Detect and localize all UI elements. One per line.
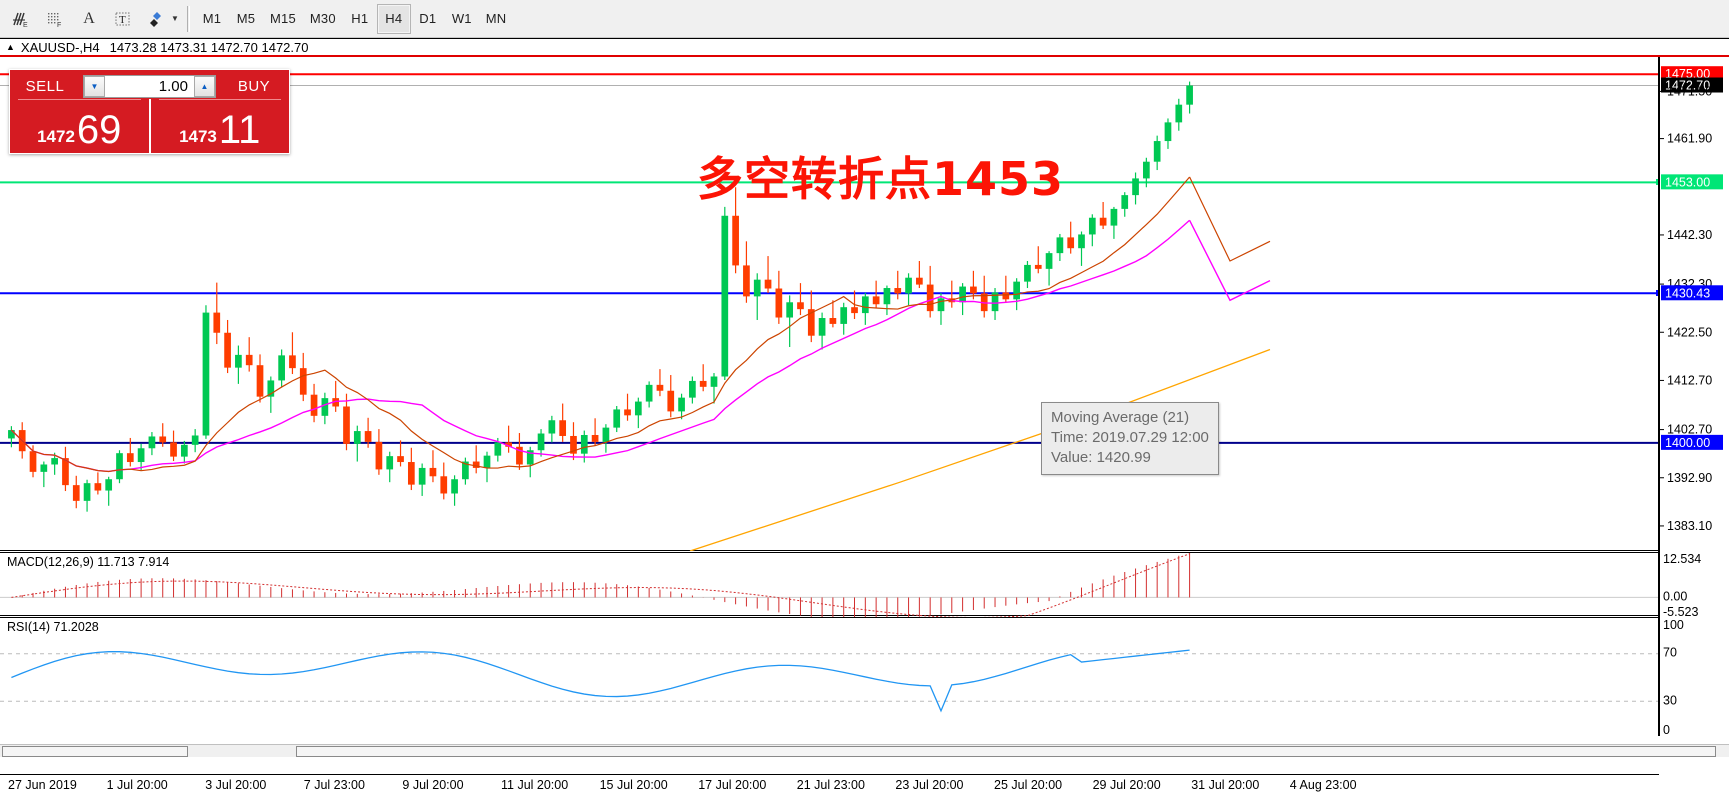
volume-up-icon[interactable]: ▲ [194, 75, 215, 97]
price-axis[interactable]: 1475.00 1472.70 1471.50 1461.90 1453.00 1442.… [1659, 57, 1729, 736]
buy-divider [158, 99, 281, 100]
timeframe-h1[interactable]: H1 [351, 11, 369, 26]
macd-pane[interactable]: MACD(12,26,9) 11.713 7.914 [0, 552, 1658, 617]
timeframe-mn[interactable]: MN [485, 11, 507, 26]
svg-text:0: 0 [1663, 723, 1670, 736]
svg-text:1471.50: 1471.50 [1667, 84, 1712, 98]
collapse-triangle-icon[interactable]: ▲ [6, 42, 15, 52]
time-axis-label: 31 Jul 20:00 [1191, 778, 1260, 792]
svg-text:0.00: 0.00 [1663, 589, 1687, 603]
svg-text:1430.43: 1430.43 [1665, 286, 1710, 300]
timeframe-m1[interactable]: M1 [202, 11, 222, 26]
symbol-bar: ▲ XAUUSD-,H4 1473.28 1473.31 1472.70 147… [0, 39, 1729, 57]
buy-price-pips: 11 [218, 108, 261, 152]
plot-area[interactable]: MACD(12,26,9) 11.713 7.914 RSI(14) 71.20… [0, 57, 1659, 736]
time-axis-label: 27 Jun 2019 [8, 778, 77, 792]
svg-text:-5.523: -5.523 [1663, 605, 1698, 619]
tooltip-value: Value: 1420.99 [1051, 449, 1151, 466]
toolbar-separator [187, 5, 190, 32]
macd-label: MACD(12,26,9) 11.713 7.914 [5, 555, 172, 569]
svg-text:1461.90: 1461.90 [1667, 132, 1712, 146]
sell-button[interactable]: 1472 69 [10, 99, 149, 153]
price-pane[interactable] [0, 57, 1658, 551]
svg-text:1442.30: 1442.30 [1667, 228, 1712, 242]
chart-scrollbar-thumb-left[interactable] [2, 746, 188, 757]
timeframe-w1[interactable]: W1 [451, 11, 472, 26]
volume-stepper[interactable]: ▼ 1.00 ▲ [83, 74, 216, 98]
time-axis-label: 25 Jul 20:00 [994, 778, 1063, 792]
hline-anchor-handle[interactable] [1656, 290, 1658, 297]
rsi-pane[interactable]: RSI(14) 71.2028 [0, 617, 1658, 736]
time-axis-label: 21 Jul 23:00 [796, 778, 865, 792]
chart-annotation-text[interactable]: 多空转折点1453 [697, 152, 1065, 206]
time-axis-label: 15 Jul 20:00 [599, 778, 668, 792]
main-toolbar: E F A T ▼ M1 [0, 0, 1729, 38]
macd-canvas [0, 553, 1658, 617]
time-axis-label: 9 Jul 20:00 [402, 778, 464, 792]
objects-icon[interactable] [140, 3, 174, 35]
grid-toggle-icon[interactable]: F [38, 3, 72, 35]
svg-text:1400.00: 1400.00 [1665, 436, 1710, 450]
tooltip-time: Time: 2019.07.29 12:00 [1051, 429, 1209, 446]
sell-price-pips: 69 [76, 108, 122, 152]
time-axis-label: 4 Aug 23:00 [1289, 778, 1357, 792]
svg-text:1402.70: 1402.70 [1667, 423, 1712, 437]
symbol-name: XAUUSD-,H4 [20, 39, 100, 55]
rsi-canvas [0, 649, 1658, 713]
svg-text:30: 30 [1663, 693, 1677, 707]
svg-text:70: 70 [1663, 646, 1677, 660]
text-label-icon[interactable]: A [83, 9, 95, 27]
svg-text:E: E [23, 22, 28, 29]
timeframe-d1[interactable]: D1 [419, 11, 437, 26]
time-axis-label: 7 Jul 23:00 [303, 778, 365, 792]
chart-window: ▲ XAUUSD-,H4 1473.28 1473.31 1472.70 147… [0, 38, 1729, 796]
time-axis[interactable]: 27 Jun 2019 1 Jul 20:00 3 Jul 20:00 7 Jul 2… [0, 774, 1659, 796]
timeframe-m30[interactable]: M30 [309, 11, 336, 26]
time-axis-label: 17 Jul 20:00 [698, 778, 767, 792]
bottom-scroll-strip[interactable] [0, 744, 1729, 757]
svg-text:T: T [119, 14, 126, 26]
indicators-icon[interactable]: E [4, 3, 38, 35]
timeframe-m5[interactable]: M5 [236, 11, 256, 26]
one-click-trading-panel[interactable]: SELL ▼ 1.00 ▲ BUY 1472 69 1473 11 [9, 69, 290, 154]
svg-text:1392.90: 1392.90 [1667, 471, 1712, 485]
svg-text:1422.50: 1422.50 [1667, 325, 1712, 339]
buy-label[interactable]: BUY [237, 77, 271, 95]
sell-label[interactable]: SELL [25, 77, 65, 95]
candlestick-canvas [0, 73, 1658, 551]
time-axis-label: 23 Jul 20:00 [895, 778, 964, 792]
svg-text:100: 100 [1663, 618, 1684, 632]
svg-text:F: F [57, 22, 61, 29]
buy-button[interactable]: 1473 11 [148, 99, 290, 153]
hline-anchor-handle[interactable] [1656, 179, 1658, 186]
sell-divider [18, 99, 141, 100]
time-axis-label: 11 Jul 20:00 [501, 778, 569, 792]
trade-panel-header: SELL ▼ 1.00 ▲ BUY [10, 70, 289, 99]
rsi-label: RSI(14) 71.2028 [5, 620, 101, 634]
symbol-ohlc: 1473.28 1473.31 1472.70 1472.70 [109, 39, 309, 55]
time-axis-label: 29 Jul 20:00 [1092, 778, 1161, 792]
trade-panel-prices: 1472 69 1473 11 [10, 99, 289, 153]
time-axis-label: 3 Jul 20:00 [205, 778, 267, 792]
volume-down-icon[interactable]: ▼ [84, 75, 105, 97]
svg-text:1472.70: 1472.70 [1665, 79, 1710, 93]
time-axis-label: 1 Jul 20:00 [106, 778, 168, 792]
text-box-icon[interactable]: T [106, 3, 140, 35]
volume-value[interactable]: 1.00 [158, 77, 188, 95]
price-axis-canvas: 1475.001472.701471.501461.901453.001442.… [1660, 66, 1723, 736]
timeframe-h4[interactable]: H4 [376, 3, 411, 34]
timeframe-m15[interactable]: M15 [270, 11, 296, 26]
svg-text:12.534: 12.534 [1663, 552, 1701, 566]
sell-price-integer: 1472 [37, 127, 75, 146]
svg-text:1412.70: 1412.70 [1667, 373, 1712, 387]
objects-dropdown-caret-icon[interactable]: ▼ [171, 14, 179, 23]
svg-text:1453.00: 1453.00 [1665, 175, 1710, 189]
svg-text:1383.10: 1383.10 [1667, 519, 1712, 533]
buy-price-integer: 1473 [179, 127, 217, 146]
tooltip-title: Moving Average (21) [1051, 409, 1190, 426]
indicator-tooltip: Moving Average (21) Time: 2019.07.29 12:… [1041, 402, 1219, 475]
chart-scrollbar-thumb-right[interactable] [296, 746, 1716, 757]
